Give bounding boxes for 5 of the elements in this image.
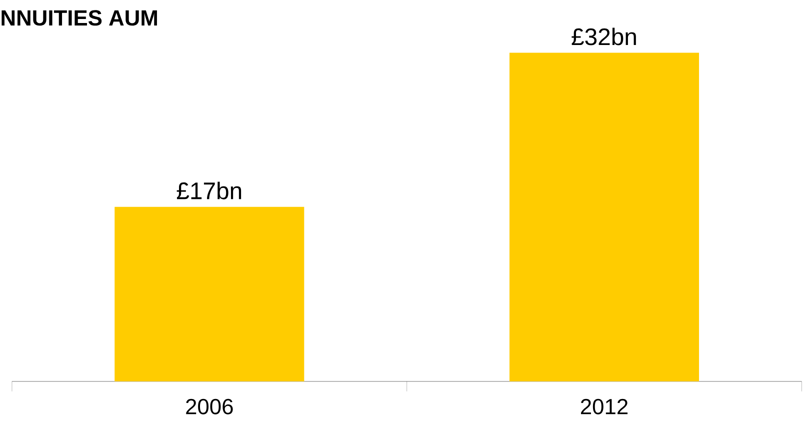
x-tick-label: 2006	[186, 398, 233, 414]
x-tick-label: 2012	[580, 398, 628, 414]
data-label: £32bn	[572, 28, 636, 46]
chart-title: NNUITIES AUM	[2, 10, 157, 26]
data-label: £17bn	[176, 182, 242, 200]
